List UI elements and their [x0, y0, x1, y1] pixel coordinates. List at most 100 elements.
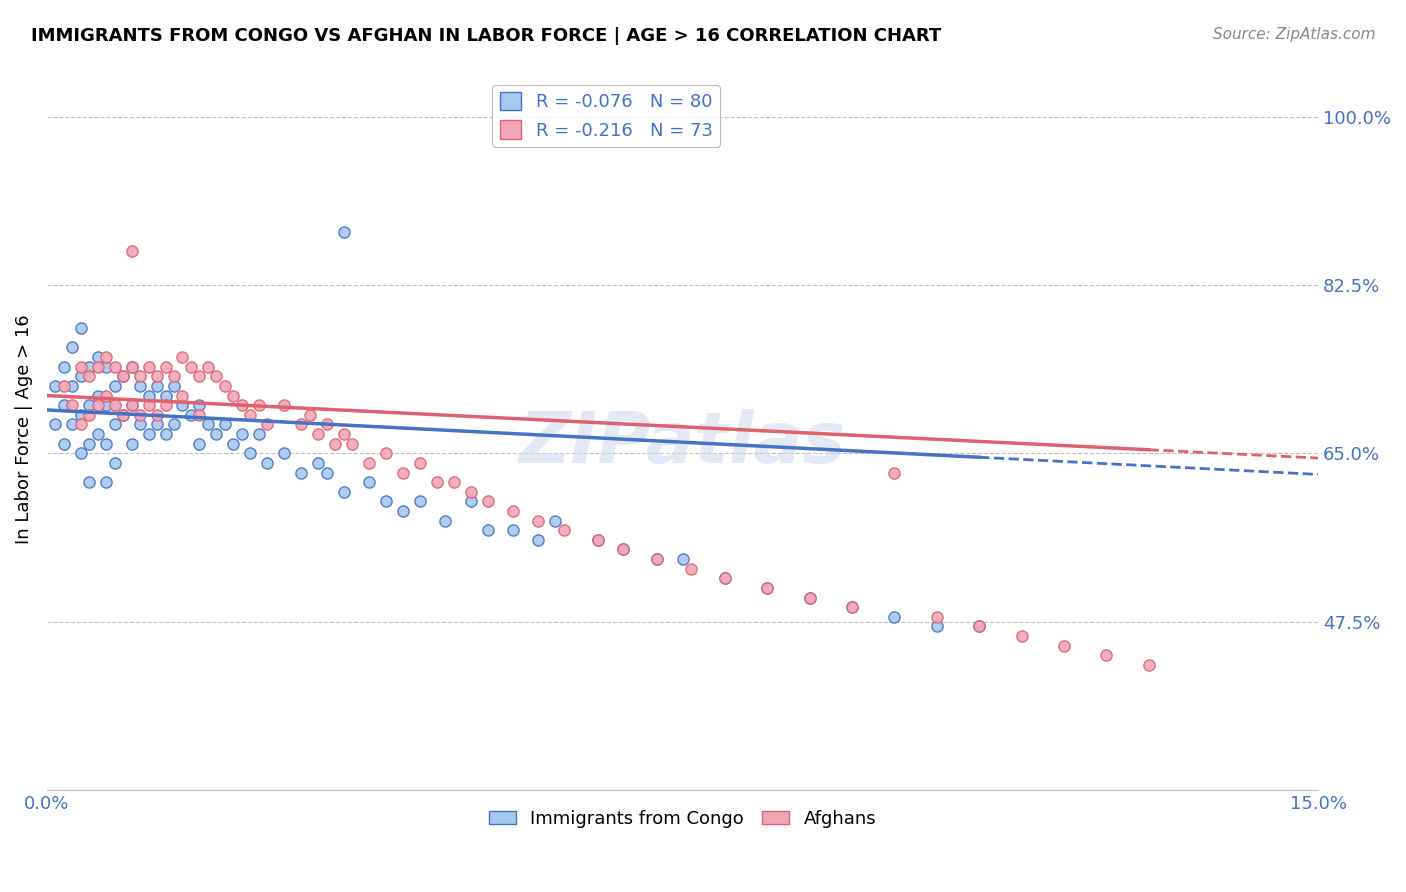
- Point: [96, 475, 118, 489]
- Point: [44, 417, 66, 432]
- Point: [1095, 648, 1118, 663]
- Point: [434, 514, 457, 528]
- Point: [205, 427, 228, 442]
- Point: [121, 398, 143, 412]
- Point: [129, 417, 152, 432]
- Point: [1011, 629, 1033, 643]
- Point: [883, 609, 905, 624]
- Point: [121, 436, 143, 450]
- Point: [714, 571, 737, 585]
- Point: [104, 398, 127, 412]
- Point: [477, 523, 499, 537]
- Point: [323, 436, 346, 450]
- Point: [357, 456, 380, 470]
- Point: [77, 359, 100, 374]
- Point: [172, 388, 194, 402]
- Point: [374, 494, 396, 508]
- Point: [96, 436, 118, 450]
- Point: [841, 600, 863, 615]
- Point: [612, 542, 634, 557]
- Point: [138, 398, 160, 412]
- Point: [714, 571, 737, 585]
- Point: [332, 225, 354, 239]
- Point: [1053, 639, 1076, 653]
- Point: [104, 379, 127, 393]
- Point: [799, 591, 821, 605]
- Point: [138, 388, 160, 402]
- Point: [239, 408, 262, 422]
- Point: [52, 359, 75, 374]
- Point: [69, 408, 91, 422]
- Point: [60, 417, 83, 432]
- Point: [121, 398, 143, 412]
- Point: [925, 619, 948, 633]
- Point: [392, 504, 415, 518]
- Point: [586, 533, 609, 547]
- Point: [69, 369, 91, 384]
- Point: [69, 359, 91, 374]
- Point: [188, 398, 211, 412]
- Point: [477, 494, 499, 508]
- Point: [155, 388, 177, 402]
- Point: [96, 388, 118, 402]
- Point: [247, 427, 270, 442]
- Point: [104, 417, 127, 432]
- Point: [645, 552, 668, 566]
- Point: [197, 417, 219, 432]
- Point: [586, 533, 609, 547]
- Point: [163, 379, 186, 393]
- Point: [756, 581, 779, 595]
- Point: [77, 408, 100, 422]
- Point: [315, 466, 337, 480]
- Point: [460, 484, 482, 499]
- Point: [172, 350, 194, 364]
- Point: [87, 359, 110, 374]
- Point: [60, 341, 83, 355]
- Point: [138, 427, 160, 442]
- Point: [52, 379, 75, 393]
- Point: [180, 408, 202, 422]
- Point: [883, 466, 905, 480]
- Point: [163, 417, 186, 432]
- Point: [155, 427, 177, 442]
- Point: [409, 494, 432, 508]
- Point: [374, 446, 396, 460]
- Point: [77, 475, 100, 489]
- Point: [502, 523, 524, 537]
- Point: [392, 466, 415, 480]
- Point: [239, 446, 262, 460]
- Y-axis label: In Labor Force | Age > 16: In Labor Force | Age > 16: [15, 314, 32, 544]
- Point: [52, 436, 75, 450]
- Point: [188, 369, 211, 384]
- Point: [188, 408, 211, 422]
- Point: [87, 350, 110, 364]
- Point: [96, 350, 118, 364]
- Point: [87, 398, 110, 412]
- Point: [231, 427, 253, 442]
- Point: [332, 484, 354, 499]
- Point: [96, 398, 118, 412]
- Point: [155, 359, 177, 374]
- Point: [222, 436, 245, 450]
- Point: [104, 456, 127, 470]
- Point: [967, 619, 990, 633]
- Point: [69, 321, 91, 335]
- Point: [222, 388, 245, 402]
- Point: [197, 359, 219, 374]
- Point: [112, 408, 135, 422]
- Point: [315, 417, 337, 432]
- Point: [146, 417, 169, 432]
- Point: [146, 369, 169, 384]
- Point: [121, 359, 143, 374]
- Point: [307, 427, 329, 442]
- Point: [155, 398, 177, 412]
- Point: [69, 417, 91, 432]
- Point: [172, 398, 194, 412]
- Point: [146, 408, 169, 422]
- Point: [527, 533, 550, 547]
- Point: [146, 379, 169, 393]
- Point: [112, 369, 135, 384]
- Point: [129, 369, 152, 384]
- Point: [502, 504, 524, 518]
- Text: ZIPatlas: ZIPatlas: [519, 409, 846, 478]
